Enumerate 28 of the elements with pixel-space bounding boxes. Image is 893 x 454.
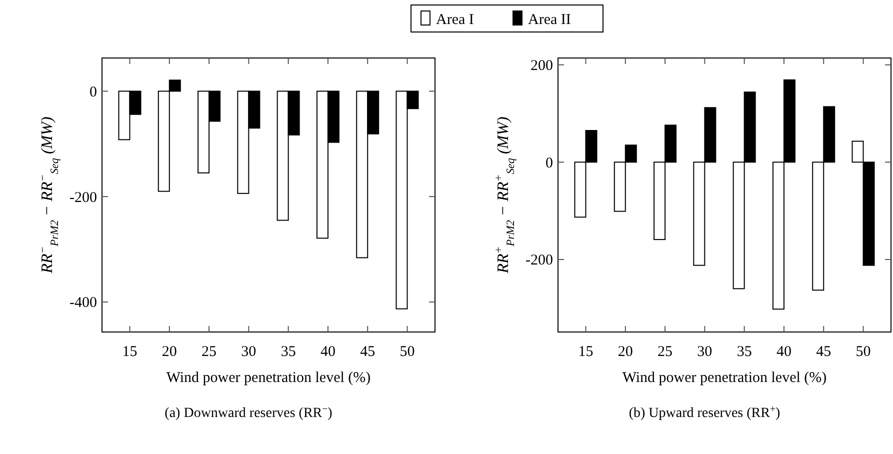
x-tick-label: 50 [856, 344, 871, 360]
legend-label: Area II [528, 12, 571, 28]
x-tick-label: 35 [736, 344, 752, 360]
text: (b) Upward reserves (RR$^{+}$) [628, 404, 780, 421]
x-tick-label: 30 [697, 344, 712, 360]
x-tick-label: 45 [816, 344, 832, 360]
x-tick-label: 40 [320, 344, 336, 360]
x-tick-label: 50 [400, 344, 415, 360]
x-axis-title: Wind power penetration level (%) [166, 370, 371, 386]
y-tick-label: 200 [530, 58, 553, 74]
x-tick-label: 20 [618, 344, 633, 360]
x-tick-label: 40 [776, 344, 792, 360]
x-tick-label: 25 [202, 344, 217, 360]
x-tick-label: 35 [280, 344, 296, 360]
y-tick-label: -200 [526, 252, 553, 269]
x-tick-label: 25 [658, 344, 673, 360]
x-tick-label: 15 [578, 344, 594, 360]
legend-label: Area I [436, 12, 474, 28]
y-tick-label: 0 [546, 155, 553, 172]
x-tick-label: 30 [241, 344, 256, 360]
x-tick-label: 45 [360, 344, 376, 360]
y-tick-label: 0 [90, 84, 97, 100]
y-tick-label: -400 [70, 295, 97, 312]
text: (a) Downward reserves (RR$^{−}$) [164, 404, 333, 421]
x-tick-label: 20 [162, 344, 177, 360]
y-tick-label: -200 [70, 190, 97, 206]
x-axis-title: Wind power penetration level (%) [622, 370, 827, 386]
x-tick-label: 15 [122, 344, 138, 360]
